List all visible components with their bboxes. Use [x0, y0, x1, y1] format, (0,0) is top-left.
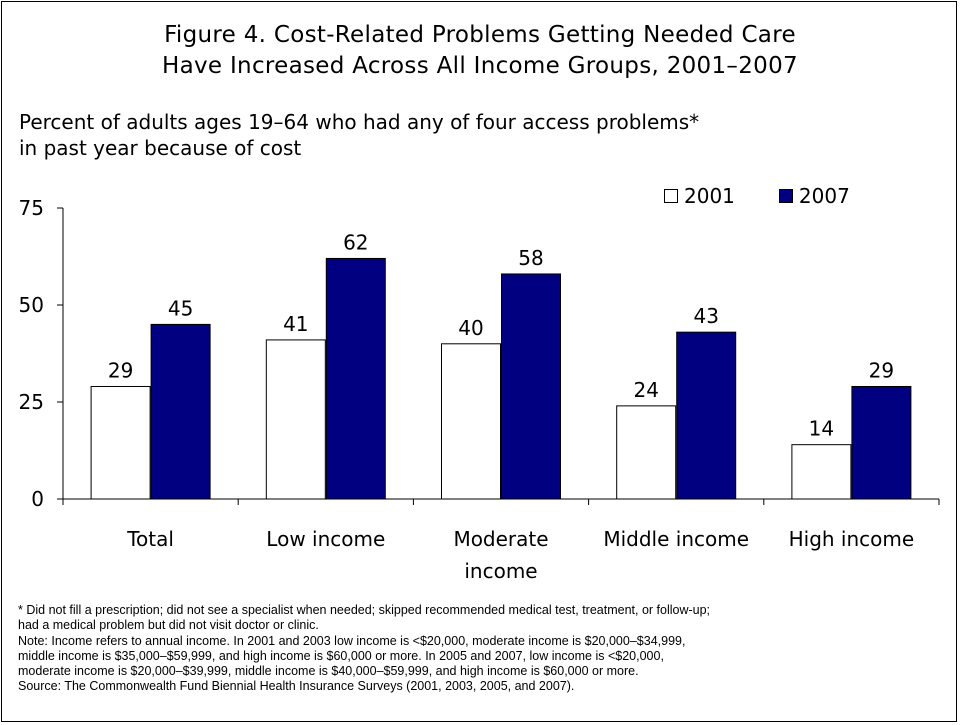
- chart-legend: 2001 2007: [664, 184, 850, 208]
- y-tick-label: 75: [19, 196, 44, 220]
- chart-notes: * Did not fill a prescription; did not s…: [18, 603, 948, 695]
- x-tick-label: Total: [126, 527, 174, 551]
- data-label-2001: 40: [458, 316, 483, 340]
- bar-2007: [501, 273, 561, 500]
- x-tick-label: income: [464, 559, 537, 583]
- legend-item-2007: 2007: [778, 184, 850, 208]
- y-tick-label: 25: [19, 390, 44, 414]
- bar-2001: [791, 444, 852, 500]
- bar-2001: [616, 405, 677, 500]
- x-tick-label: Low income: [266, 527, 385, 551]
- bar-2007: [150, 323, 211, 500]
- bar-2007: [676, 331, 737, 500]
- x-tick-label: High income: [789, 527, 915, 551]
- data-label-2007: 43: [693, 304, 718, 328]
- chart-title-line-2: Have Increased Across All Income Groups,…: [162, 53, 798, 79]
- chart-subtitle-line-1: Percent of adults ages 19–64 who had any…: [19, 110, 700, 134]
- legend-item-2001: 2001: [664, 184, 735, 208]
- legend-label-2007: 2007: [798, 184, 850, 208]
- legend-swatch-2001: [664, 189, 678, 203]
- bar-2007: [851, 385, 912, 500]
- data-label-2001: 24: [633, 378, 658, 402]
- bar-2001: [90, 385, 151, 500]
- chart-subtitle-line-2: in past year because of cost: [19, 136, 302, 160]
- data-label-2007: 45: [168, 296, 193, 320]
- chart-title-line-1: Figure 4. Cost-Related Problems Getting …: [164, 22, 796, 48]
- note-line-5: moderate income is $20,000–$39,999, midd…: [18, 664, 639, 679]
- data-label-2001: 14: [809, 417, 834, 441]
- data-label-2007: 58: [518, 246, 543, 270]
- chart-subtitle: Percent of adults ages 19–64 who had any…: [19, 109, 899, 161]
- legend-label-2001: 2001: [684, 184, 735, 208]
- y-tick-label: 50: [19, 293, 44, 317]
- bar-2001: [441, 343, 501, 500]
- data-label-2007: 62: [343, 230, 368, 254]
- y-tick-label: 0: [31, 487, 44, 511]
- bar-2007: [325, 257, 386, 500]
- note-line-4: middle income is $35,000–$59,999, and hi…: [18, 648, 664, 663]
- note-line-6: Source: The Commonwealth Fund Biennial H…: [18, 679, 575, 694]
- legend-swatch-2007: [778, 189, 793, 203]
- x-tick-label: Moderate: [453, 527, 548, 551]
- note-line-1: * Did not fill a prescription; did not s…: [18, 603, 711, 617]
- note-line-3: Note: Income refers to annual income. In…: [18, 633, 686, 648]
- chart-title: Figure 4. Cost-Related Problems Getting …: [2, 20, 958, 82]
- data-label-2001: 41: [283, 312, 308, 336]
- data-label-2001: 29: [108, 358, 133, 382]
- x-tick-label: Middle income: [603, 527, 749, 551]
- note-line-2: had a medical problem but did not visit …: [18, 618, 319, 633]
- bar-2001: [265, 339, 326, 500]
- data-label-2007: 29: [869, 358, 894, 382]
